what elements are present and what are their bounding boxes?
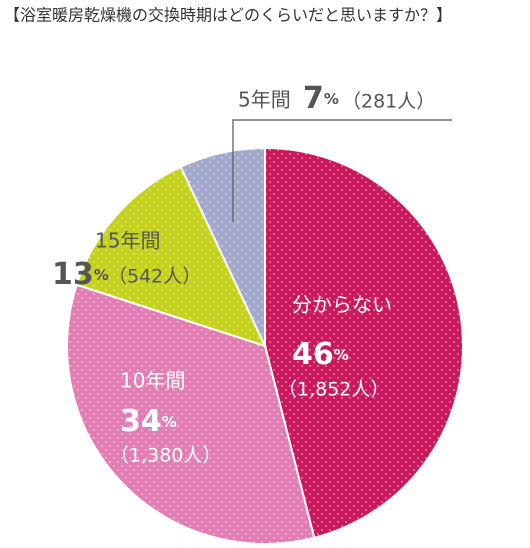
- count-label: （1,380人）: [110, 445, 221, 467]
- value-label: 46%: [292, 337, 349, 372]
- pie-slice: [66, 283, 316, 545]
- value-label: 13%: [52, 257, 109, 292]
- count-label: （281人）: [342, 91, 435, 113]
- chart-title: 【浴室暖房乾燥機の交換時期はどのくらいだと思いますか？】: [4, 6, 452, 25]
- count-label: （1,852人）: [278, 379, 389, 401]
- slice-label: 分からない: [292, 293, 392, 317]
- count-label: （542人）: [108, 266, 201, 288]
- pie-slice: [75, 165, 267, 348]
- value-label: 7%: [303, 81, 339, 116]
- pie-slice: [264, 146, 464, 539]
- slice-label: 5年間: [238, 88, 291, 112]
- leader-line: [232, 119, 452, 222]
- slice-label: 15年間: [95, 229, 160, 253]
- value-label: 34%: [120, 404, 177, 439]
- pie-slice: [179, 146, 266, 347]
- slice-label: 10年間: [120, 369, 185, 393]
